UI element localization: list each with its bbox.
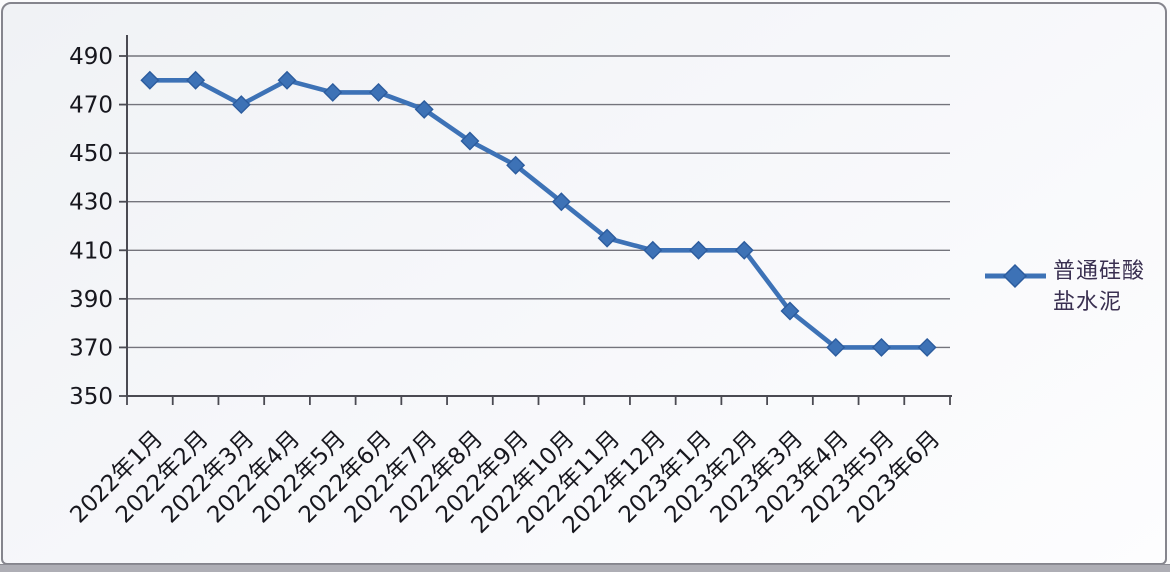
data-series-line	[147, 77, 930, 350]
data-point-marker	[323, 82, 343, 102]
legend-line-marker-icon	[985, 263, 1046, 289]
data-point-marker	[186, 70, 206, 90]
data-point-marker	[140, 70, 160, 90]
data-point-marker	[506, 155, 526, 175]
y-tick-label: 370	[69, 335, 113, 361]
data-point-marker	[643, 240, 663, 260]
legend-label: 普通硅酸 盐水泥	[1053, 256, 1145, 318]
data-point-marker	[689, 240, 709, 260]
legend-label-line2: 盐水泥	[1053, 290, 1123, 315]
data-point-marker	[917, 337, 937, 357]
y-tick-label: 390	[69, 287, 113, 313]
data-point-marker	[734, 240, 754, 260]
data-point-marker	[414, 99, 434, 119]
data-point-marker	[871, 337, 891, 357]
data-point-marker	[460, 131, 480, 151]
data-point-marker	[277, 70, 297, 90]
line-chart: 3503703904104304504704902022年1月2022年2月20…	[65, 35, 952, 539]
data-point-marker	[368, 82, 388, 102]
data-point-marker	[231, 95, 251, 115]
data-point-marker	[780, 301, 800, 321]
data-point-marker	[826, 337, 846, 357]
y-tick-label: 490	[69, 44, 113, 70]
y-tick-label: 430	[69, 190, 113, 216]
y-tick-label: 350	[69, 384, 113, 410]
legend-label-line1: 普通硅酸	[1053, 259, 1146, 284]
legend: 普通硅酸 盐水泥	[984, 256, 1145, 318]
data-point-marker	[597, 228, 617, 248]
y-tick-label: 410	[69, 238, 113, 264]
y-tick-label: 450	[69, 141, 113, 167]
y-tick-label: 470	[69, 93, 113, 119]
data-point-marker	[551, 192, 571, 212]
window-bottom-edge	[0, 564, 1170, 572]
